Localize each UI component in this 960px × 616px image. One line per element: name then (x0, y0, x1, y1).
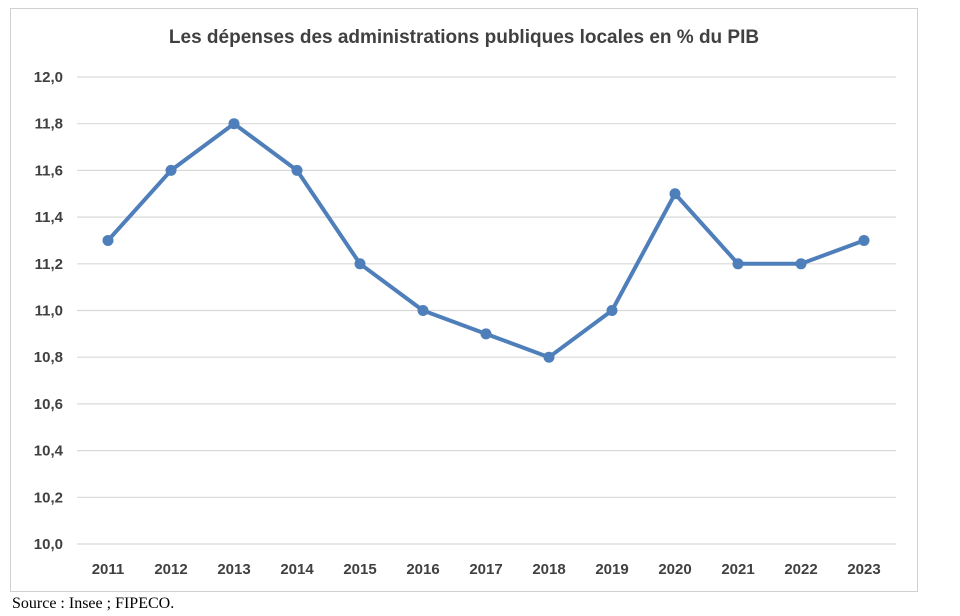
x-tick-label: 2014 (280, 561, 314, 578)
y-tick-label: 11,4 (35, 209, 64, 226)
y-tick-label: 11,8 (35, 116, 63, 133)
y-tick-label: 11,6 (35, 162, 63, 179)
y-tick-label: 10,6 (34, 396, 63, 413)
data-point (417, 305, 429, 316)
data-point (732, 258, 744, 270)
data-point (543, 351, 555, 363)
data-point (669, 188, 681, 200)
x-tick-label: 2016 (406, 561, 439, 578)
data-point (165, 164, 177, 176)
data-point (606, 305, 618, 316)
x-tick-label: 2017 (469, 561, 502, 578)
x-tick-label: 2013 (217, 561, 250, 578)
chart-title: Les dépenses des administrations publiqu… (168, 27, 760, 48)
x-tick-label: 2011 (92, 561, 125, 578)
y-tick-label: 10,2 (34, 489, 63, 506)
y-tick-label: 10,4 (34, 443, 64, 460)
x-tick-label: 2015 (343, 561, 376, 578)
x-tick-label: 2019 (595, 561, 628, 578)
data-point (858, 234, 870, 246)
series-line (106, 121, 866, 360)
y-tick-label: 11,0 (35, 303, 63, 320)
data-point (354, 258, 366, 270)
data-point (228, 118, 240, 130)
chart-frame (10, 8, 918, 592)
x-tick-label: 2012 (154, 561, 187, 578)
data-point (102, 234, 114, 246)
x-tick-label: 2022 (784, 561, 817, 578)
x-tick-label: 2018 (532, 561, 565, 578)
data-point (480, 328, 492, 340)
y-tick-label: 10,8 (34, 349, 63, 366)
y-tick-label: 12,0 (34, 69, 63, 86)
data-point (291, 164, 303, 176)
source-note: Source : Insee ; FIPECO. (12, 595, 175, 612)
x-tick-label: 2023 (847, 561, 880, 578)
y-tick-label: 10,0 (34, 536, 63, 553)
x-tick-label: 2021 (721, 561, 754, 578)
data-point (795, 258, 807, 270)
x-tick-label: 2020 (658, 561, 691, 578)
y-tick-label: 11,2 (35, 256, 63, 273)
